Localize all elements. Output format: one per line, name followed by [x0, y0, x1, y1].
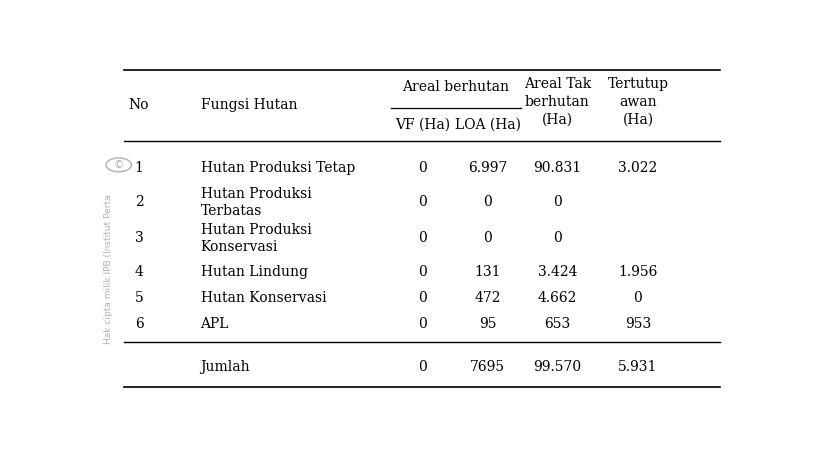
- Text: 472: 472: [474, 291, 501, 305]
- Text: LOA (Ha): LOA (Ha): [455, 117, 521, 131]
- Text: 0: 0: [418, 161, 427, 175]
- Text: 5: 5: [135, 291, 143, 305]
- Text: 131: 131: [474, 266, 501, 279]
- Text: Hutan Produksi Tetap: Hutan Produksi Tetap: [200, 161, 355, 175]
- Text: Tertutup
awan
(Ha): Tertutup awan (Ha): [608, 77, 668, 127]
- Text: 0: 0: [483, 231, 492, 245]
- Text: 6: 6: [135, 317, 143, 331]
- Text: 0: 0: [418, 266, 427, 279]
- Text: Hutan Lindung: Hutan Lindung: [200, 266, 308, 279]
- Text: Areal Tak
berhutan
(Ha): Areal Tak berhutan (Ha): [524, 77, 591, 127]
- Text: 6.997: 6.997: [468, 161, 507, 175]
- Text: 653: 653: [544, 317, 570, 331]
- Text: 0: 0: [418, 195, 427, 209]
- Text: VF (Ha): VF (Ha): [395, 117, 450, 131]
- Text: 95: 95: [479, 317, 497, 331]
- Text: 7695: 7695: [470, 360, 506, 374]
- Text: 4.662: 4.662: [537, 291, 578, 305]
- Text: 953: 953: [625, 317, 651, 331]
- Text: 0: 0: [418, 291, 427, 305]
- Text: 5.931: 5.931: [618, 360, 658, 374]
- Text: 3.424: 3.424: [537, 266, 578, 279]
- Text: 0: 0: [634, 291, 642, 305]
- Text: 0: 0: [418, 231, 427, 245]
- Text: 1.956: 1.956: [618, 266, 658, 279]
- Text: Hak cipta milik IPB (Institut Perta: Hak cipta milik IPB (Institut Perta: [104, 194, 113, 344]
- Text: Areal berhutan: Areal berhutan: [402, 80, 510, 94]
- Text: APL: APL: [200, 317, 229, 331]
- Text: 4: 4: [135, 266, 143, 279]
- Text: Fungsi Hutan: Fungsi Hutan: [200, 99, 297, 112]
- Text: No: No: [128, 99, 149, 112]
- Text: Hutan Konservasi: Hutan Konservasi: [200, 291, 326, 305]
- Text: ©: ©: [114, 160, 124, 170]
- Text: 3: 3: [135, 231, 143, 245]
- Text: 0: 0: [553, 195, 562, 209]
- Text: 0: 0: [483, 195, 492, 209]
- Text: 0: 0: [418, 317, 427, 331]
- Text: 0: 0: [418, 360, 427, 374]
- Text: 99.570: 99.570: [533, 360, 582, 374]
- Text: 2: 2: [135, 195, 143, 209]
- Text: Jumlah: Jumlah: [200, 360, 250, 374]
- Text: 90.831: 90.831: [533, 161, 582, 175]
- Text: 3.022: 3.022: [618, 161, 658, 175]
- Text: 0: 0: [553, 231, 562, 245]
- Text: 1: 1: [135, 161, 143, 175]
- Text: Hutan Produksi
Konservasi: Hutan Produksi Konservasi: [200, 223, 312, 254]
- Text: Hutan Produksi
Terbatas: Hutan Produksi Terbatas: [200, 187, 312, 218]
